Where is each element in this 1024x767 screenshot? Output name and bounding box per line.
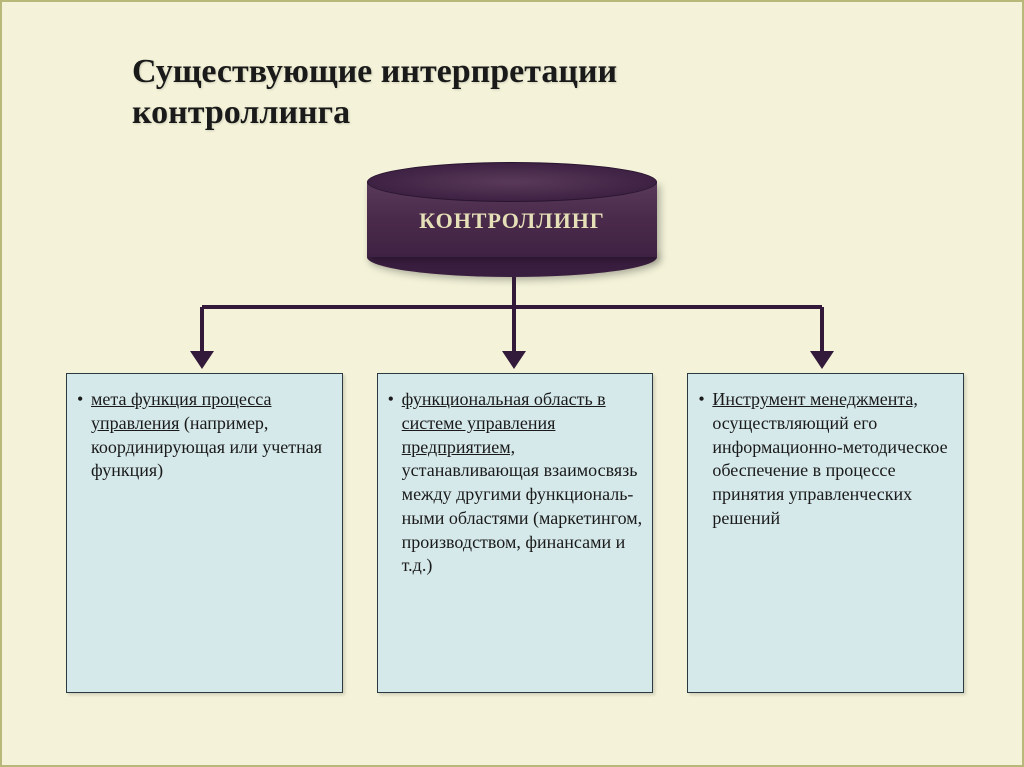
box-3-item: Инструмент менеджмента, осуществляющий е…: [698, 388, 955, 531]
cylinder-node: КОНТРОЛЛИНГ: [367, 162, 657, 277]
boxes-row: мета функция процесса управления (наприм…: [66, 373, 964, 693]
box-2-rest: устанавливающая взаимосвязь между другим…: [402, 460, 643, 575]
cylinder-top: [367, 162, 657, 202]
box-1-item: мета функция процесса управления (наприм…: [77, 388, 334, 483]
box-3: Инструмент менеджмента, осуществляющий е…: [687, 373, 964, 693]
connector-arrows: [2, 277, 1024, 377]
box-2-item: функциональная область в системе управле…: [388, 388, 645, 578]
title-line-2: контроллинга: [132, 94, 350, 131]
box-2: функциональная область в системе управле…: [377, 373, 654, 693]
box-3-rest: осуществляющий его информационно-методич…: [712, 413, 947, 528]
slide: Существующие интерпретации контроллинга …: [0, 0, 1024, 767]
title-line-1: Существующие интерпретации: [132, 53, 617, 90]
box-3-underlined: Инструмент менеджмента,: [712, 389, 918, 409]
slide-title: Существующие интерпретации контроллинга: [132, 52, 617, 134]
box-1: мета функция процесса управления (наприм…: [66, 373, 343, 693]
box-2-underlined: функциональная область в системе управле…: [402, 389, 606, 457]
cylinder-label: КОНТРОЛЛИНГ: [367, 208, 657, 234]
